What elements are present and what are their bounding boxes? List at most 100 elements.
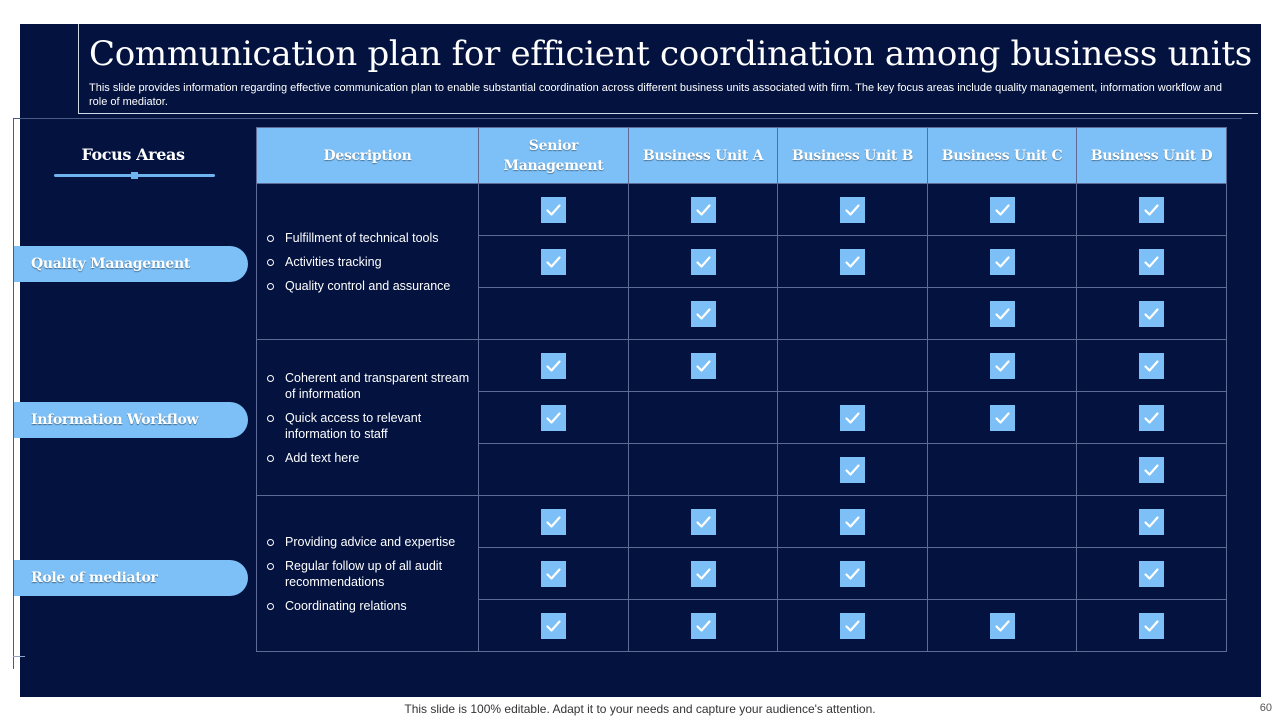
focus-areas-underline-dot [131,172,138,179]
check-cell [628,443,778,496]
table-row [257,391,1227,444]
focus-areas-heading: Focus Areas [81,145,185,164]
column-header: Business Unit C [927,127,1077,184]
table-row [257,599,1227,652]
checkmark-icon [989,300,1015,327]
check-cell [628,183,778,236]
description-item: Add text here [267,450,470,466]
description-list: Providing advice and expertise Regular fo… [257,534,478,614]
focus-area-label: Role of mediator [14,560,248,596]
checkmark-icon [989,196,1015,223]
checkmark-icon [690,508,716,535]
check-cell [1076,547,1227,600]
page-number: 60 [1259,702,1272,714]
check-cell [927,495,1077,548]
check-cell [927,183,1077,236]
description-list: Coherent and transparent stream of infor… [257,370,478,466]
check-cell [1076,287,1227,340]
checkmark-icon [541,196,566,223]
checkmark-icon [989,248,1015,275]
table-row [257,547,1227,600]
checkmark-icon [1139,508,1164,535]
description-item: Regular follow up of all audit recommend… [267,558,470,590]
check-cell [1076,391,1227,444]
checkmark-icon [1139,196,1164,223]
description-item: Coherent and transparent stream of infor… [267,370,470,402]
table-row [257,235,1227,288]
table-row: Fulfillment of technical tools Activities… [256,183,1227,340]
frame-tick [13,656,25,657]
check-cell [927,391,1077,444]
check-cell [927,235,1077,288]
checkmark-icon [1139,456,1164,483]
page-title: Communication plan for efficient coordin… [89,34,1252,74]
check-cell [777,391,928,444]
description-item: Coordinating relations [267,598,470,614]
check-cell [1076,339,1227,392]
description-item: Quick access to relevant information to … [267,410,470,442]
table-row [257,443,1227,496]
content-frame [13,118,1242,669]
check-cell [478,443,629,496]
column-header: Business Unit A [628,127,778,184]
checkmark-icon [989,404,1015,431]
table-body: Fulfillment of technical tools Activities… [256,183,1227,652]
check-cell [777,339,928,392]
check-cell [777,443,928,496]
title-divider-horizontal [78,113,1258,114]
column-header: Description [256,127,479,184]
table-row [257,287,1227,340]
check-cell [777,287,928,340]
check-cell [1076,235,1227,288]
check-cell [628,495,778,548]
description-cell: Fulfillment of technical tools Activities… [256,183,479,340]
description-cell: Coherent and transparent stream of infor… [256,339,479,496]
table-row: Providing advice and expertise Regular fo… [256,495,1227,652]
table-header-row: Description Senior Management Business U… [256,127,1227,184]
check-cell [478,547,629,600]
checkmark-icon [690,352,716,379]
check-cell [777,547,928,600]
description-item: Quality control and assurance [267,278,470,294]
page-subtitle: This slide provides information regardin… [89,82,1222,108]
description-item: Activities tracking [267,254,470,270]
checkmark-icon [840,456,865,483]
focus-area-label: Information Workflow [14,402,248,438]
check-cell [628,287,778,340]
checkmark-icon [690,248,716,275]
checkmark-icon [840,404,865,431]
check-cell [478,599,629,652]
check-cell [628,235,778,288]
checkmark-icon [541,612,566,639]
check-cell [1076,495,1227,548]
column-header: Senior Management [478,127,629,184]
check-cell [777,183,928,236]
checkmark-icon [840,248,865,275]
check-cell [927,547,1077,600]
checkmark-icon [1139,404,1164,431]
checkmark-icon [840,560,865,587]
check-cell [478,287,629,340]
checkmark-icon [541,248,566,275]
description-item: Providing advice and expertise [267,534,470,550]
column-header: Business Unit B [777,127,928,184]
footer-note: This slide is 100% editable. Adapt it to… [404,702,876,716]
check-cell [777,599,928,652]
checkmark-icon [840,508,865,535]
check-cell [1076,183,1227,236]
checkmark-icon [840,196,865,223]
checkmark-icon [1139,612,1164,639]
column-header: Business Unit D [1076,127,1227,184]
check-cell [777,495,928,548]
check-cell [628,599,778,652]
description-list: Fulfillment of technical tools Activities… [257,230,478,294]
check-cell [927,287,1077,340]
title-divider-vertical [78,24,79,113]
check-cell [1076,443,1227,496]
check-cell [478,495,629,548]
checkmark-icon [541,560,566,587]
check-cell [478,235,629,288]
checkmark-icon [840,612,865,639]
check-cell [777,235,928,288]
focus-area-label: Quality Management [14,246,248,282]
